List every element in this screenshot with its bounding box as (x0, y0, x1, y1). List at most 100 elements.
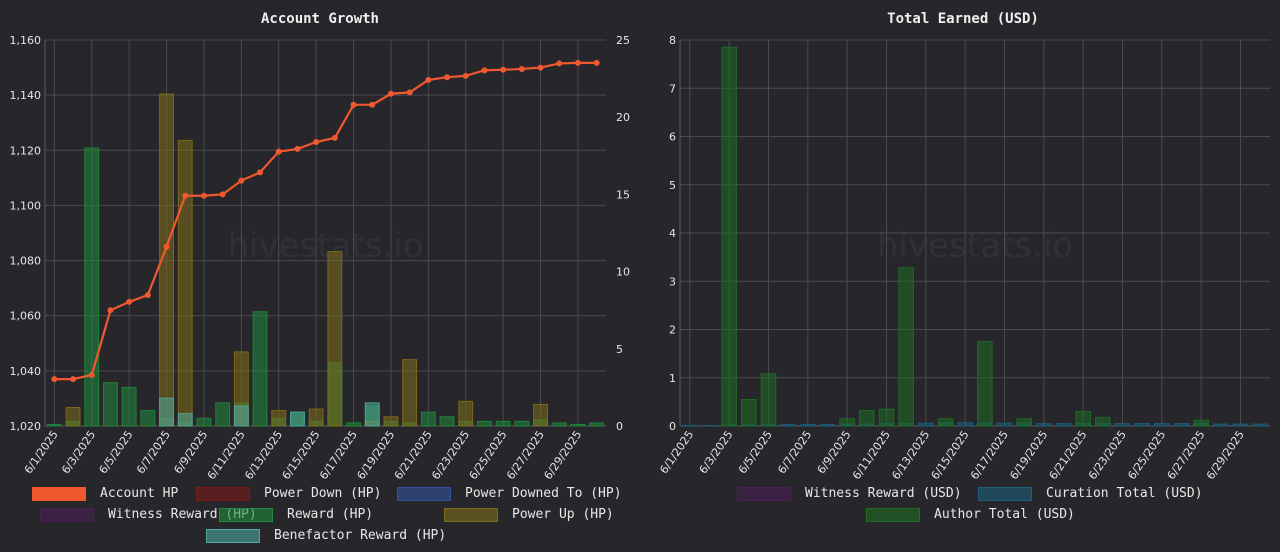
y-tick-label-left: 1,040 (10, 365, 42, 378)
y-tick-label-left: 8 (669, 34, 676, 47)
bar-power-up-hp (383, 416, 399, 427)
point-account-hp (462, 72, 469, 79)
bar-power-up-hp (458, 400, 474, 427)
bar-curation-total-usd (996, 422, 1013, 427)
y-tick-label-left: 1,020 (10, 420, 42, 433)
legend-item[interactable]: Witness Reward (USD) (737, 486, 962, 501)
legend-swatch (206, 528, 260, 543)
point-account-hp (387, 90, 394, 97)
legend-item[interactable]: Author Total (USD) (866, 507, 1075, 522)
point-account-hp (574, 59, 581, 66)
x-tick-label: 6/19/2025 (354, 428, 397, 482)
bar-curation-total-usd (1213, 423, 1229, 427)
x-tick-label: 6/27/2025 (504, 428, 547, 482)
legend-item[interactable]: Account HP (32, 486, 178, 501)
bar-reward-hp (46, 423, 62, 427)
x-tick-label: 6/25/2025 (467, 428, 510, 482)
x-tick-label: 6/19/2025 (1007, 428, 1050, 482)
point-account-hp (331, 134, 338, 141)
bar-curation-total-usd (918, 422, 934, 427)
bar-curation-total-usd (1055, 423, 1072, 427)
bar-power-up-hp (65, 406, 81, 427)
legend-item[interactable]: Power Downed To (HP) (397, 486, 622, 501)
point-account-hp (425, 76, 432, 83)
legend-label: Power Downed To (HP) (465, 486, 622, 501)
legend-label: Author Total (USD) (934, 507, 1075, 522)
legend-item[interactable]: Curation Total (USD) (978, 486, 1203, 501)
legend-swatch (737, 486, 791, 501)
bar-benefactor-reward-hp (364, 402, 380, 427)
x-tick-label: 6/15/2025 (280, 428, 323, 482)
bar-reward-hp (551, 422, 567, 427)
x-tick-label: 6/21/2025 (392, 428, 435, 482)
bar-reward-hp (252, 311, 268, 427)
legend-item[interactable]: Power Up (HP) (444, 507, 614, 522)
point-account-hp (481, 67, 488, 74)
bar-curation-total-usd (800, 424, 816, 427)
bar-reward-hp (514, 420, 530, 427)
x-tick-label: 6/7/2025 (134, 428, 173, 476)
bar-reward-hp (439, 416, 455, 427)
point-account-hp (313, 139, 320, 146)
bar-reward-hp (495, 420, 511, 427)
x-tick-label: 6/1/2025 (22, 428, 61, 476)
bar-reward-hp (140, 410, 156, 427)
y-tick-label-right: 20 (616, 111, 630, 124)
point-account-hp (500, 66, 507, 73)
bar-reward-hp (420, 411, 436, 427)
x-tick-label: 6/25/2025 (1125, 428, 1168, 482)
legend-item[interactable]: Reward (HP) (219, 507, 373, 522)
bar-curation-total-usd (1114, 423, 1131, 427)
point-account-hp (537, 64, 544, 71)
legend-swatch (40, 507, 94, 522)
x-tick-label: 6/23/2025 (429, 428, 472, 482)
bar-power-up-hp (402, 359, 418, 427)
x-tick-label: 6/17/2025 (317, 428, 360, 482)
point-account-hp (51, 376, 58, 383)
legend-item[interactable]: Benefactor Reward (HP) (206, 528, 446, 543)
bar-reward-hp (103, 382, 118, 427)
bar-reward-hp (215, 402, 231, 427)
bar-curation-total-usd (1036, 423, 1052, 427)
bar-author-total-usd (977, 341, 993, 427)
legend-item[interactable]: Power Down (HP) (196, 486, 381, 501)
x-tick-label: 6/13/2025 (242, 428, 285, 482)
bar-author-total-usd (1193, 419, 1209, 427)
point-account-hp (238, 177, 245, 184)
x-tick-label: 6/3/2025 (697, 428, 736, 476)
legend-label: Witness Reward (USD) (805, 486, 962, 501)
watermark: hivestats.io (227, 226, 423, 266)
point-account-hp (518, 65, 525, 72)
bar-reward-hp (570, 423, 586, 427)
point-account-hp (70, 376, 77, 383)
x-tick-label: 6/9/2025 (171, 428, 210, 476)
x-tick-label: 6/29/2025 (541, 428, 584, 482)
y-tick-label-right: 15 (616, 188, 630, 201)
bar-author-total-usd (760, 373, 777, 427)
line-account-hp (54, 61, 597, 381)
bar-benefactor-reward-hp (290, 411, 305, 427)
bar-power-up-hp (177, 139, 193, 427)
bar-reward-hp (196, 417, 212, 427)
chart-title: Total Earned (USD) (887, 11, 1039, 27)
bar-curation-total-usd (1173, 423, 1190, 427)
x-tick-label: 6/3/2025 (59, 428, 98, 476)
bar-curation-total-usd (780, 424, 796, 427)
point-account-hp (107, 307, 114, 314)
x-tick-label: 6/9/2025 (815, 428, 854, 476)
y-tick-label-left: 1,160 (10, 34, 42, 47)
bar-power-up-hp (327, 251, 343, 427)
y-tick-label-right: 5 (616, 343, 623, 356)
y-tick-label-right: 0 (616, 420, 623, 433)
legend-swatch (866, 507, 920, 522)
legend-swatch (196, 486, 250, 501)
bar-curation-total-usd (1154, 423, 1170, 427)
x-tick-label: 6/5/2025 (97, 428, 136, 476)
x-tick-label: 6/17/2025 (968, 428, 1011, 482)
bar-author-total-usd (859, 410, 875, 427)
bar-author-total-usd (839, 418, 855, 427)
point-account-hp (257, 169, 264, 176)
bar-author-total-usd (878, 408, 895, 427)
legend-label: Reward (HP) (287, 507, 374, 522)
